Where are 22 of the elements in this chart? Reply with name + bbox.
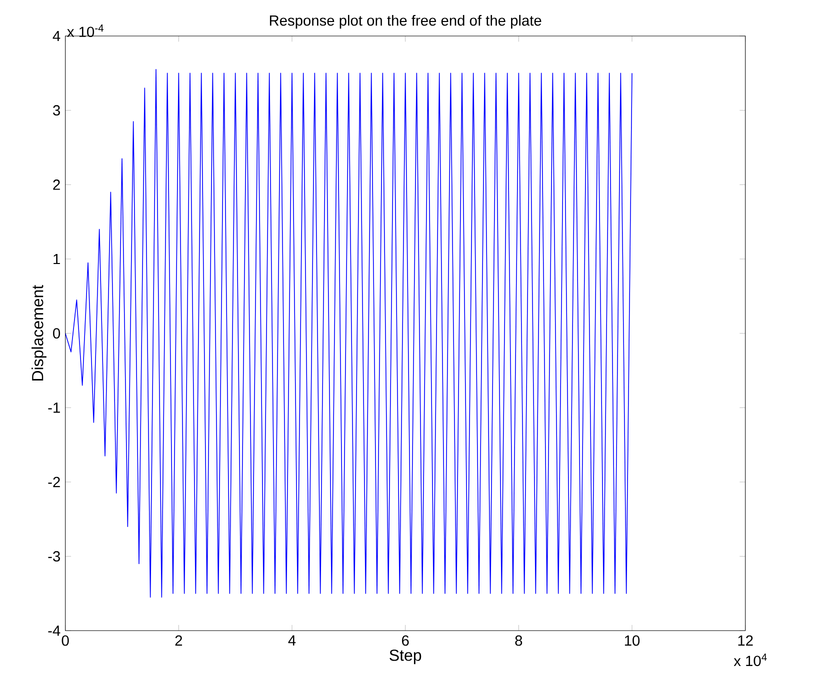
y-tick-label: -2 — [48, 476, 60, 487]
y-tick-label: 1 — [54, 254, 60, 264]
x-tick-label: 6 — [402, 635, 409, 646]
y-tick-label: 3 — [53, 105, 60, 116]
line-series — [65, 68, 632, 598]
y-tick-label: 0 — [53, 328, 60, 338]
x-tick-label: 12 — [738, 635, 753, 646]
chart-title: Response plot on the free end of the plate — [270, 14, 542, 28]
annotation: x 10$^{-4}$ — [67, 24, 104, 37]
text: x 10$^{4}$ — [734, 653, 767, 666]
x-tick-label: 0 — [62, 635, 69, 646]
y-tick-label: -3 — [48, 550, 60, 562]
y-tick-label: 4 — [52, 30, 60, 41]
y-tick-label: -1 — [48, 402, 60, 413]
y-tick-label: 2 — [53, 179, 60, 190]
x-tick-label: 8 — [515, 635, 522, 646]
x-tick-label: 2 — [175, 635, 182, 646]
x-tick-label: 10 — [624, 635, 640, 646]
y-axis-title: Displacement — [32, 284, 46, 380]
x-axis-title: Step — [390, 649, 422, 664]
x-tick-label: 4 — [288, 635, 296, 646]
y-tick-label: -4 — [48, 625, 60, 636]
